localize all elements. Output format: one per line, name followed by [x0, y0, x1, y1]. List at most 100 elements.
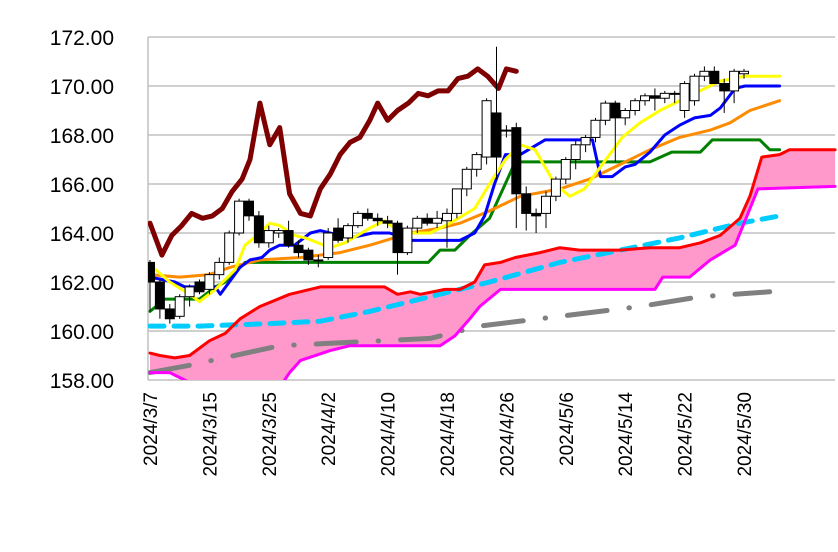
candle-body-up [541, 195, 551, 214]
x-tick-label: 2024/3/25 [260, 392, 281, 477]
candle [412, 215, 423, 233]
candle [531, 208, 542, 233]
candle-body-up [442, 212, 452, 222]
candle-body-down [491, 112, 502, 158]
candle-body-down [164, 308, 175, 320]
candle-body-up [699, 70, 710, 77]
candle-body-up [640, 95, 650, 102]
candle-body-up [689, 75, 700, 102]
candle-body-down [610, 102, 621, 119]
candle [570, 139, 581, 170]
candle-body-up [214, 261, 225, 276]
candle [659, 90, 670, 104]
candle-body-down [719, 83, 730, 92]
y-tick-label: 162.00 [50, 272, 114, 295]
candle [422, 213, 433, 226]
x-tick-label: 2024/5/22 [676, 392, 697, 477]
candle-body-up [273, 230, 284, 234]
candle-body-up [451, 188, 462, 214]
candle-body-up [224, 232, 235, 263]
series-senkou-a [148, 148, 837, 360]
candle [372, 213, 383, 226]
series-chikou [148, 66, 519, 258]
series-dashdot-gray [148, 289, 773, 376]
candle [343, 223, 353, 243]
candle-body-up [461, 168, 472, 190]
candle [263, 225, 274, 248]
candle [649, 88, 660, 111]
candle-body-up [402, 227, 413, 254]
candle [471, 152, 482, 177]
y-tick-label: 170.00 [50, 76, 114, 99]
candle [739, 68, 749, 79]
candle-body-up [560, 159, 571, 180]
candle [154, 279, 165, 319]
candle-body-up [669, 92, 680, 95]
candle-body-up [580, 136, 591, 146]
series-tenkan [148, 84, 782, 296]
candle-body-down [709, 70, 720, 85]
candle-body-up [501, 129, 512, 132]
series-ma-short [148, 74, 782, 304]
candle-body-down [521, 193, 532, 214]
candle-body-up [184, 286, 195, 298]
candle [402, 225, 413, 256]
candle [204, 272, 215, 295]
candle-body-up [630, 100, 641, 111]
candle-body-up [679, 83, 690, 112]
candle [293, 240, 304, 258]
candle [164, 304, 175, 324]
candle [392, 220, 403, 275]
x-tick-label: 2024/4/10 [379, 392, 400, 477]
candle-body-down [194, 281, 205, 293]
x-tick-label: 2024/5/14 [616, 392, 637, 477]
candle-body-down [244, 200, 254, 217]
y-tick-label: 160.00 [50, 321, 114, 344]
candle [679, 81, 690, 118]
y-tick-label: 168.00 [50, 125, 114, 148]
y-tick-label: 164.00 [50, 223, 114, 246]
candle-body-up [432, 217, 443, 224]
candle-body-up [600, 102, 611, 121]
x-tick-label: 2024/3/15 [200, 392, 221, 477]
candle-body-down [362, 212, 373, 219]
candle-body-up [343, 225, 353, 239]
candle-body-up [174, 296, 185, 317]
candle [669, 90, 680, 104]
candle [432, 210, 443, 229]
candle [709, 66, 720, 85]
candle-body-up [471, 154, 482, 170]
candle-body-down [382, 220, 393, 224]
candle [442, 208, 452, 248]
candle [184, 284, 195, 307]
candle-body-up [659, 92, 670, 99]
series-senkou-b [148, 184, 837, 380]
candle [244, 198, 254, 221]
candle [699, 66, 710, 82]
candlesticks [148, 46, 749, 324]
candle [501, 125, 512, 138]
candle-body-up [620, 110, 631, 119]
candle-body-down [531, 212, 542, 217]
candle [550, 176, 561, 202]
candle [590, 117, 601, 143]
candle [461, 166, 472, 197]
indicator-lines [148, 66, 837, 380]
candle-body-down [293, 244, 304, 254]
x-axis-labels: 2024/3/7 2024/3/15 2024/3/25 2024/4/2 2024/4… [141, 392, 756, 477]
x-tick-label: 2024/4/18 [438, 392, 459, 477]
candle [214, 257, 225, 280]
candle [511, 122, 522, 229]
candle [352, 210, 363, 229]
candle [323, 228, 334, 260]
candle-body-up [481, 100, 492, 158]
candle-body-down [649, 95, 660, 99]
candle [521, 186, 532, 231]
candle [620, 108, 631, 126]
candle-body-down [283, 230, 294, 246]
candle [541, 191, 551, 229]
candle [362, 208, 373, 221]
y-tick-label: 166.00 [50, 174, 114, 197]
y-tick-label: 172.00 [50, 27, 114, 50]
